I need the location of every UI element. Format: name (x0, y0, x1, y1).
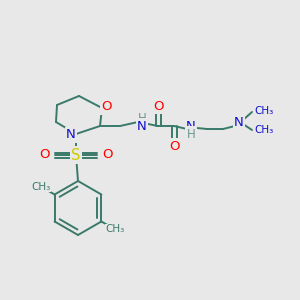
Text: H: H (187, 128, 195, 140)
Text: O: O (102, 148, 112, 161)
Text: O: O (153, 100, 163, 112)
Text: N: N (186, 119, 196, 133)
Text: CH₃: CH₃ (31, 182, 50, 191)
Text: N: N (66, 128, 76, 142)
Text: N: N (234, 116, 244, 128)
Text: N: N (137, 119, 147, 133)
Text: H: H (138, 112, 146, 125)
Text: CH₃: CH₃ (254, 106, 273, 116)
Text: CH₃: CH₃ (254, 125, 273, 135)
Text: S: S (71, 148, 81, 163)
Text: CH₃: CH₃ (106, 224, 125, 235)
Text: O: O (169, 140, 179, 152)
Text: O: O (40, 148, 50, 161)
Text: O: O (102, 100, 112, 113)
